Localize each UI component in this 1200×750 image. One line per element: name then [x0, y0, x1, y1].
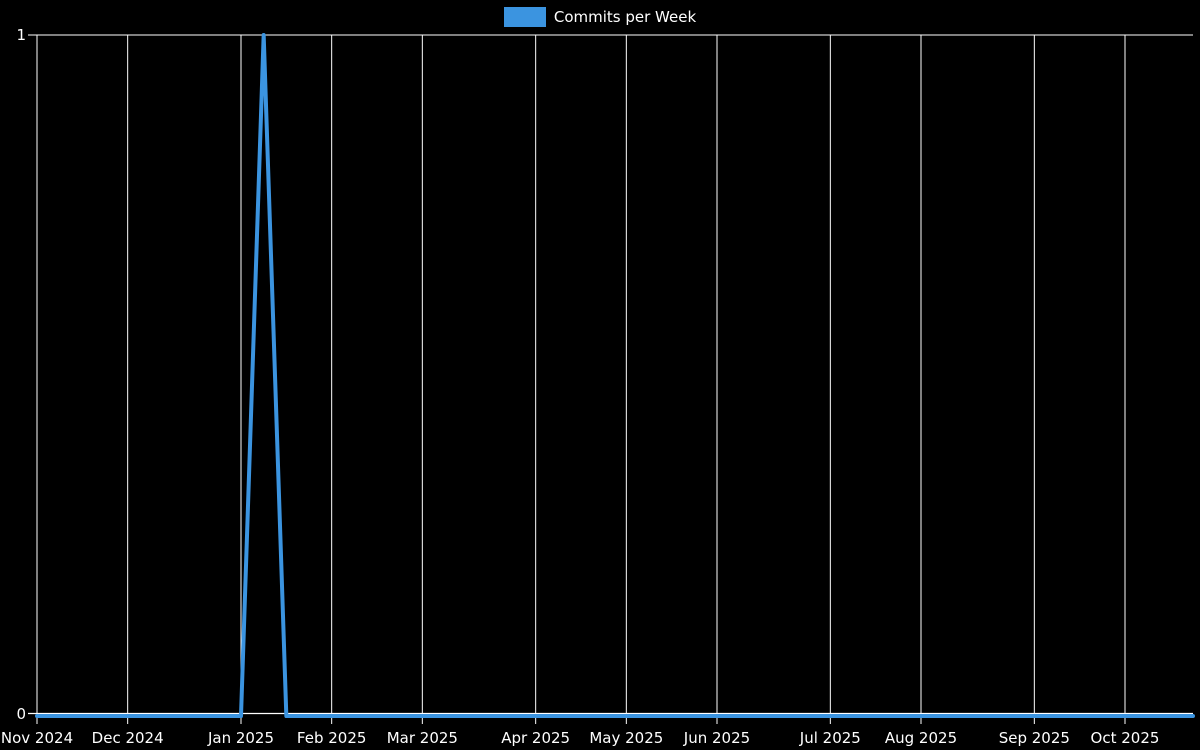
- x-tick-label: Sep 2025: [999, 729, 1070, 747]
- legend-label: Commits per Week: [553, 8, 697, 26]
- y-tick-label-min: 0: [16, 705, 26, 723]
- x-tick-label: Aug 2025: [885, 729, 957, 747]
- x-tick-label: Feb 2025: [297, 729, 367, 747]
- legend-swatch: [503, 7, 546, 27]
- x-tick-label: Dec 2024: [92, 729, 164, 747]
- x-tick-label: Jul 2025: [799, 729, 861, 747]
- x-tick-label: Oct 2025: [1091, 729, 1160, 747]
- legend: Commits per Week: [503, 7, 697, 27]
- x-tick-label: Nov 2024: [1, 729, 73, 747]
- x-tick-label: Apr 2025: [501, 729, 570, 747]
- x-tick-label: Mar 2025: [387, 729, 458, 747]
- series-line-commits-per-week: [35, 33, 1195, 718]
- x-tick-label: Jun 2025: [683, 729, 750, 747]
- x-tick-label: May 2025: [589, 729, 663, 747]
- y-tick-label-max: 1: [16, 26, 26, 44]
- x-tick-label: Jan 2025: [207, 729, 274, 747]
